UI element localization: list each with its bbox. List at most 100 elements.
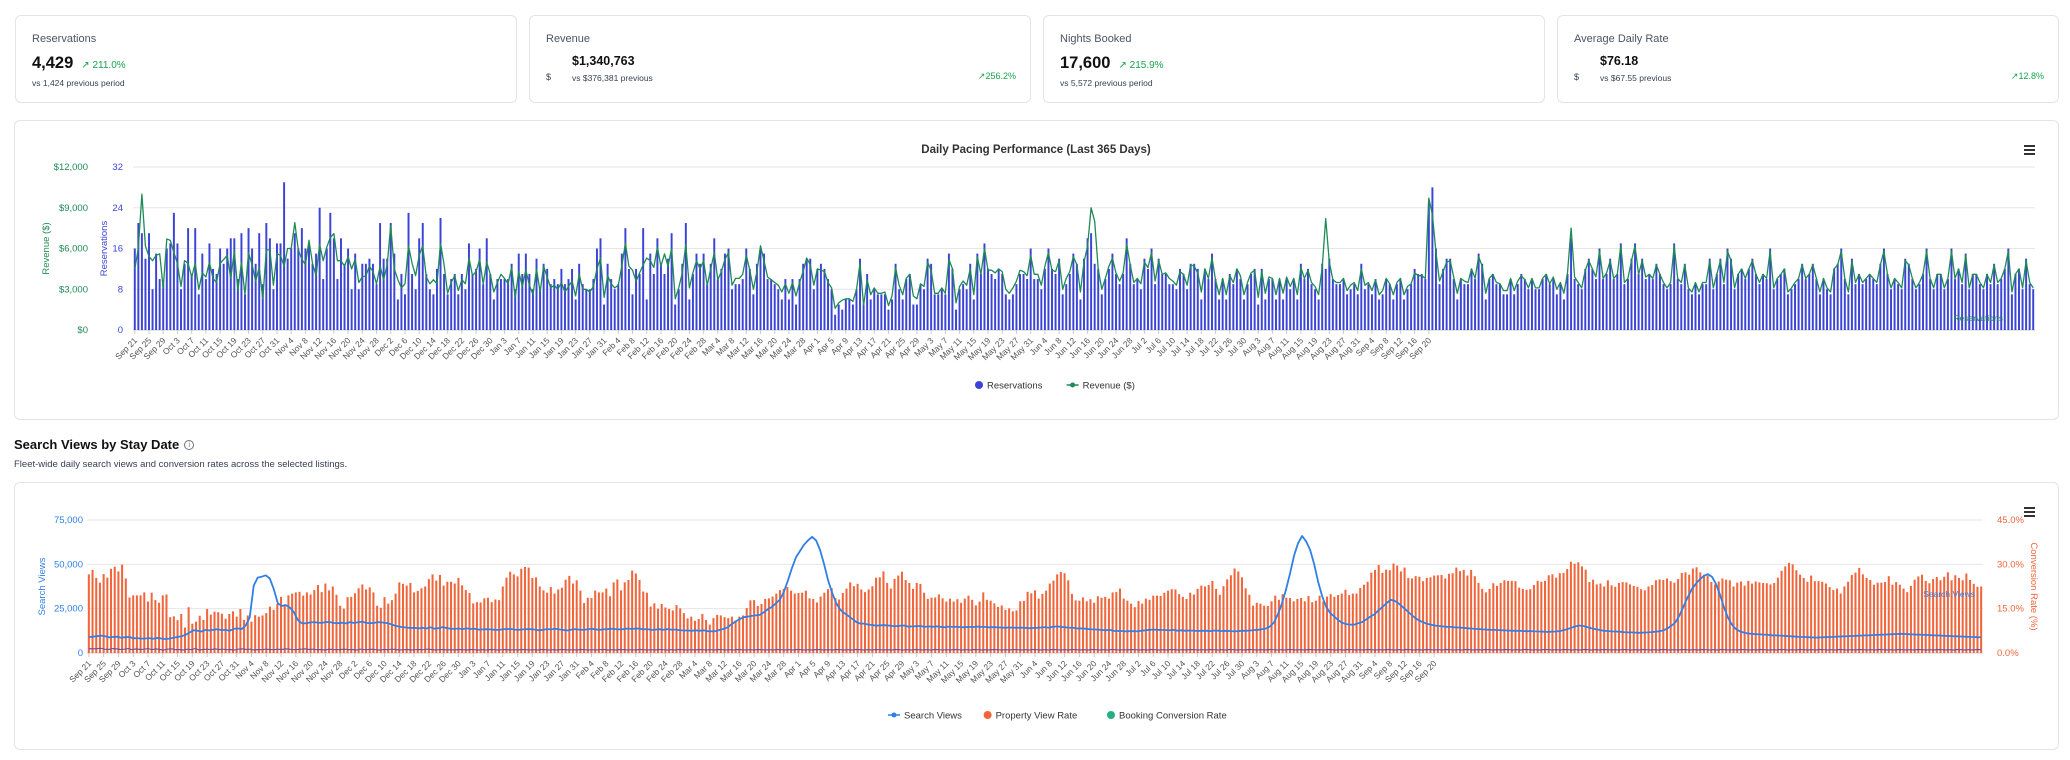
bar-reservations: [212, 268, 214, 331]
y-left-tick-label: 0: [78, 648, 83, 659]
bar-reservations: [1449, 258, 1452, 330]
bar-reservations: [1562, 299, 1565, 330]
bar-property-view-rate: [1969, 580, 1972, 653]
bar-reservations: [272, 289, 275, 330]
bar-reservations: [1936, 273, 1939, 330]
bar-property-view-rate: [154, 600, 157, 653]
bar-property-view-rate: [457, 577, 460, 653]
bar-property-view-rate: [243, 619, 246, 653]
bar-reservations: [446, 294, 449, 330]
bar-property-view-rate: [1211, 580, 1214, 653]
bar-property-view-rate: [1743, 585, 1746, 653]
bar-property-view-rate: [1869, 580, 1872, 653]
bar-property-view-rate: [1089, 599, 1092, 653]
bar-reservations: [773, 284, 776, 330]
bar-reservations: [1122, 273, 1125, 330]
bar-reservations: [1897, 284, 1900, 330]
series-annotation: Search Views: [1923, 589, 1975, 599]
bar-property-view-rate: [128, 597, 131, 653]
bar-reservations: [1001, 273, 1004, 330]
bar-property-view-rate: [727, 618, 730, 653]
bar-reservations: [1573, 279, 1576, 330]
bar-reservations: [247, 228, 250, 331]
bar-property-view-rate: [324, 583, 327, 653]
bar-reservations: [265, 223, 268, 330]
bar-property-view-rate: [250, 621, 253, 653]
bar-reservations: [1065, 284, 1068, 330]
legend-swatch-dot: [1070, 382, 1076, 388]
bar-reservations: [1370, 294, 1373, 330]
bar-property-view-rate: [564, 579, 567, 653]
bar-reservations: [1968, 289, 1971, 330]
bar-reservations: [1737, 273, 1740, 330]
bar-property-view-rate: [1632, 585, 1635, 653]
y-left-tick-label: 75,000: [54, 515, 83, 526]
bar-reservations: [1157, 258, 1160, 330]
bar-property-view-rate: [1957, 577, 1960, 653]
bar-reservations: [595, 248, 598, 330]
bar-property-view-rate: [1174, 589, 1177, 653]
bar-reservations: [1008, 299, 1011, 330]
bar-property-view-rate: [161, 595, 164, 653]
bar-reservations: [2028, 284, 2031, 330]
bar-reservations: [1388, 284, 1391, 330]
bar-reservations: [169, 243, 172, 330]
bar-reservations: [631, 294, 634, 330]
bar-property-view-rate: [1059, 572, 1062, 653]
bar-reservations: [1580, 289, 1583, 330]
y-right-axis-title: Conversion Rate (%): [2028, 542, 2039, 630]
chart-menu-icon[interactable]: [2024, 145, 2035, 155]
bar-reservations: [450, 279, 453, 330]
bar-property-view-rate: [1928, 583, 1931, 653]
bar-property-view-rate: [671, 610, 674, 653]
bar-reservations: [226, 248, 229, 330]
bar-property-view-rate: [797, 593, 800, 653]
bar-property-view-rate: [657, 608, 660, 653]
chart-menu-icon[interactable]: [2024, 507, 2035, 517]
bar-reservations: [1733, 289, 1736, 330]
bar-reservations: [1033, 279, 1036, 330]
bar-reservations: [457, 294, 460, 330]
y-right-tick-label: 8: [118, 284, 123, 295]
bar-reservations: [947, 253, 950, 330]
bar-reservations: [663, 273, 666, 330]
bar-property-view-rate: [1580, 566, 1584, 653]
bar-property-view-rate: [401, 583, 405, 653]
search-views-chart-panel: 0 25,000 50,000 75,000 0.0% 15.0% 30.0% 45.0% Se…: [14, 482, 2059, 750]
bar-reservations: [144, 258, 147, 330]
bar-reservations: [1690, 294, 1693, 330]
bar-reservations: [258, 233, 261, 330]
bar-reservations: [1943, 289, 1946, 330]
bar-property-view-rate: [498, 600, 501, 653]
bar-property-view-rate: [239, 608, 242, 653]
bar-property-view-rate: [339, 605, 342, 653]
bar-property-view-rate: [1433, 575, 1436, 653]
bar-reservations: [300, 228, 303, 331]
bar-reservations: [702, 253, 705, 330]
bar-property-view-rate: [1470, 569, 1473, 653]
bar-reservations: [1410, 284, 1413, 330]
bar-property-view-rate: [1181, 596, 1184, 653]
bar-property-view-rate: [767, 598, 770, 653]
bar-property-view-rate: [365, 589, 368, 653]
info-icon[interactable]: i: [184, 439, 195, 450]
bar-reservations: [1850, 258, 1853, 330]
bar-property-view-rate: [165, 594, 168, 653]
trend-up-icon: ↗: [81, 60, 90, 71]
bar-reservations: [389, 223, 392, 330]
bar-property-view-rate: [1787, 562, 1790, 653]
bar-reservations: [2021, 289, 2024, 330]
kpi-card-revenue: Revenue $ $1,340,763 vs $376,381 previou…: [529, 15, 1031, 103]
bar-property-view-rate: [523, 566, 526, 653]
bar-property-view-rate: [634, 573, 637, 653]
bar-property-view-rate: [357, 588, 360, 653]
bar-property-view-rate: [1392, 563, 1395, 653]
kpi-value: 4,429: [32, 54, 74, 72]
bar-reservations: [172, 212, 175, 330]
bar-property-view-rate: [1322, 601, 1325, 653]
bar-reservations: [1353, 284, 1356, 330]
bar-property-view-rate: [856, 583, 859, 653]
bar-property-view-rate: [878, 577, 881, 653]
bar-reservations: [1993, 263, 1996, 330]
bar-reservations: [1954, 279, 1956, 330]
